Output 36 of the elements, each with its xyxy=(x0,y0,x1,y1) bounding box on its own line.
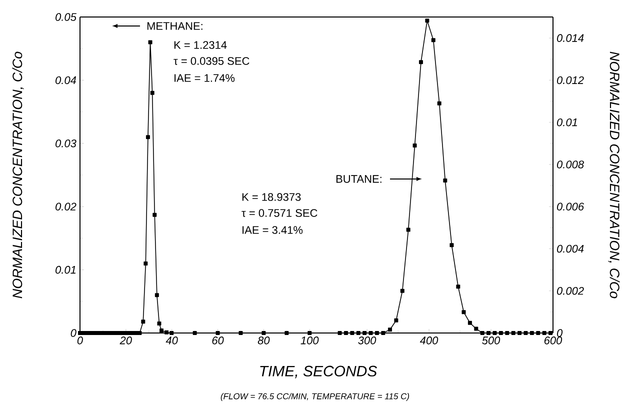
annotation: IAE = 1.74% xyxy=(174,74,235,82)
annotation: K = 18.9373 xyxy=(242,193,301,201)
x-tick-label: 80 xyxy=(258,336,270,344)
x-tick-label: 40 xyxy=(166,336,178,344)
y2-tick-label: 0.01 xyxy=(557,118,578,126)
annotation: IAE = 3.41% xyxy=(242,226,303,234)
y-tick-label: 0.01 xyxy=(56,266,76,274)
y2-tick-label: 0.006 xyxy=(557,202,584,210)
y-tick-label: 0.03 xyxy=(56,140,76,148)
y-tick-label: 0.02 xyxy=(56,202,76,210)
x-axis-title: TIME, SECONDS xyxy=(260,366,377,378)
y2-tick-label: 0.014 xyxy=(557,34,584,42)
x-tick-label: 300 xyxy=(358,336,376,344)
y-tick-label: 0.04 xyxy=(56,76,76,84)
x-tick-label: 60 xyxy=(212,336,224,344)
y-axis-title: NORMALIZED CONCENTRATION, C/Co xyxy=(12,52,24,298)
annotation: K = 1.2314 xyxy=(174,41,227,49)
text: (FLOW = 76.5 CC/MIN, TEMPERATURE = 115 C) xyxy=(220,393,410,401)
x-tick-label: 0 xyxy=(77,336,83,344)
annotation: τ = 0.0395 SEC xyxy=(174,57,250,65)
y2-tick-label: 0.008 xyxy=(557,160,584,168)
annotation: τ = 0.7571 SEC xyxy=(242,209,318,217)
annotation: METHANE: xyxy=(147,22,202,30)
y-tick-label: 0 xyxy=(70,329,76,337)
x-tick-label: 600 xyxy=(544,336,562,344)
y-tick-label: 0.05 xyxy=(56,13,76,21)
y2-tick-label: 0 xyxy=(557,329,563,337)
y2-axis-title: NORMALIZED CONCENTRATION, C/Co xyxy=(608,52,620,298)
y2-tick-label: 0.012 xyxy=(557,76,584,84)
x-tick-label: 20 xyxy=(120,336,132,344)
x-tick-label: 400 xyxy=(420,336,438,344)
x-tick-label: 500 xyxy=(482,336,500,344)
y2-tick-label: 0.002 xyxy=(557,286,584,295)
y2-tick-label: 0.004 xyxy=(557,244,584,253)
x-tick-label: 100 xyxy=(300,336,319,344)
annotation: BUTANE: xyxy=(336,175,382,183)
